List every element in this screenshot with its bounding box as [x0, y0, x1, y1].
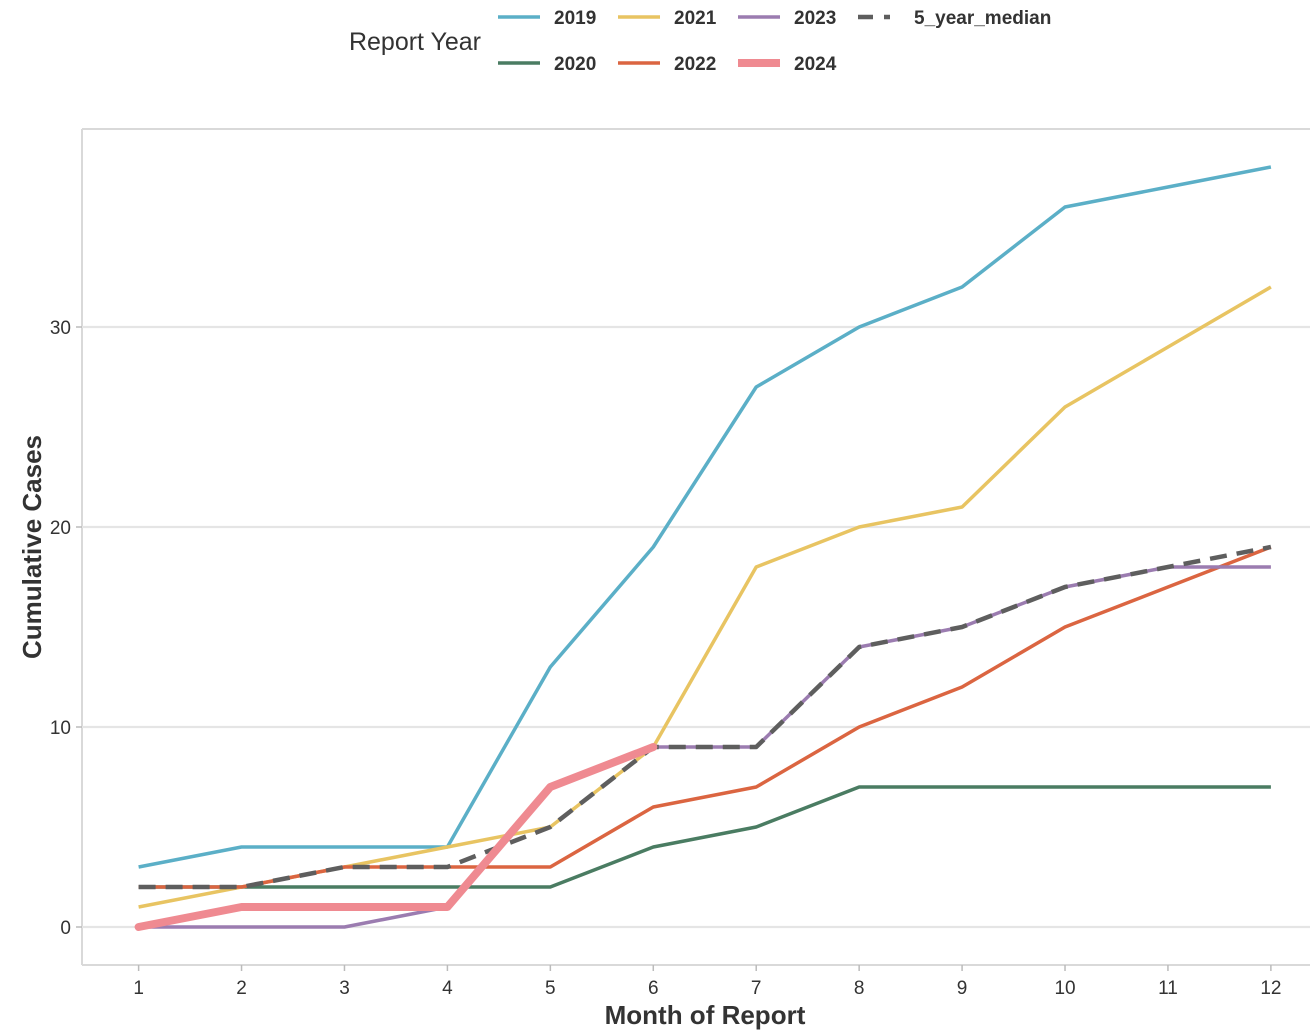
- gridlines: [82, 325, 1310, 929]
- legend-label-2020: 2020: [554, 54, 596, 75]
- x-tick-label-9: 9: [957, 978, 968, 999]
- x-axis-title: Month of Report: [605, 1000, 806, 1030]
- y-tick-label-20: 20: [50, 518, 71, 539]
- legend-label-2024: 2024: [794, 54, 837, 75]
- x-tick-label-11: 11: [1158, 978, 1178, 999]
- legend-title: Report Year: [349, 28, 481, 56]
- series-line-2020: [138, 785, 1271, 889]
- x-tick-label-8: 8: [854, 978, 865, 999]
- series-line-2024: [134, 743, 658, 931]
- series-lines: [134, 165, 1272, 931]
- y-axis: 0 10 20 30: [50, 318, 82, 939]
- y-tick-label-30: 30: [50, 318, 71, 339]
- series-line-2019: [138, 165, 1272, 869]
- legend-label-2023: 2023: [794, 8, 836, 29]
- y-tick-label-0: 0: [60, 918, 71, 939]
- legend-label-5_year_median: 5_year_median: [914, 8, 1051, 29]
- x-tick-label-12: 12: [1260, 978, 1281, 999]
- x-tick-label-3: 3: [339, 978, 350, 999]
- x-axis: 1 2 3 4 5 6 7 8 9 10 11 12: [133, 965, 1281, 999]
- x-tick-label-7: 7: [751, 978, 762, 999]
- x-tick-label-6: 6: [648, 978, 659, 999]
- legend: Report Year 2019 2020 2021 2022 2023 2024 5_ye…: [349, 8, 1051, 75]
- series-line-5_year_median: [138, 544, 1272, 890]
- legend-label-2019: 2019: [554, 8, 596, 29]
- y-axis-title: Cumulative Cases: [17, 435, 47, 659]
- legend-label-2022: 2022: [674, 54, 716, 75]
- x-tick-label-1: 1: [133, 978, 144, 999]
- legend-label-2021: 2021: [674, 8, 717, 29]
- x-tick-label-4: 4: [442, 978, 453, 999]
- x-tick-label-5: 5: [545, 978, 556, 999]
- x-tick-label-2: 2: [236, 978, 247, 999]
- y-tick-label-10: 10: [50, 718, 71, 739]
- series-line-2021: [138, 285, 1272, 909]
- x-tick-label-10: 10: [1054, 978, 1075, 999]
- plot-panel: [81, 128, 1310, 966]
